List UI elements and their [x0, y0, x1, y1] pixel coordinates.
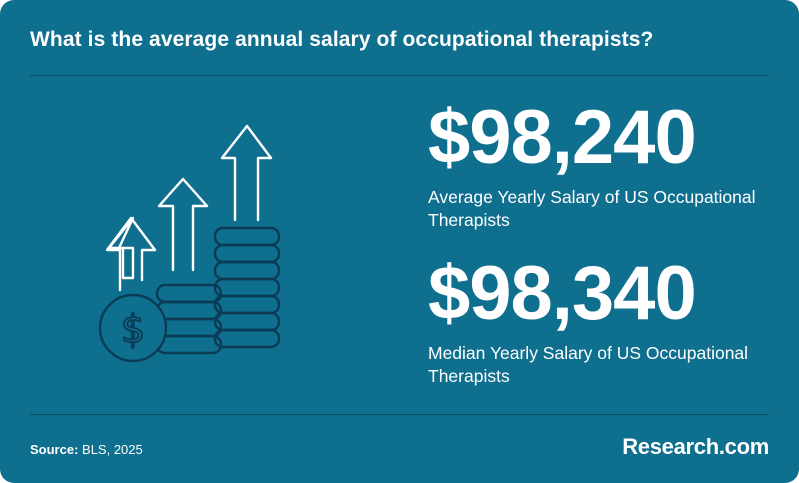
average-salary-label: Average Yearly Salary of US Occupational… [428, 187, 756, 230]
median-salary-stat: $98,340 Median Yearly Salary of US Occup… [428, 256, 788, 388]
bottom-divider [30, 414, 769, 415]
brand-logo[interactable]: Research.com [622, 434, 769, 459]
top-divider [30, 75, 769, 76]
rising-arrows-icon [107, 124, 273, 280]
source-label: Source: [30, 442, 79, 457]
dollar-sign-icon: $ [121, 307, 145, 351]
source-text: BLS, 2025 [78, 442, 143, 457]
median-salary-value: $98,340 [428, 251, 697, 336]
page-title: What is the average annual salary of occ… [30, 28, 654, 51]
median-salary-label: Median Yearly Salary of US Occupational … [428, 343, 749, 386]
coin-stack-icon [98, 226, 281, 363]
source-note: Source: BLS, 2025 [30, 442, 143, 457]
coins-with-rising-arrows-icon: $ [98, 124, 281, 363]
average-salary-stat: $98,240 Average Yearly Salary of US Occu… [428, 100, 788, 232]
average-salary-value: $98,240 [428, 95, 697, 180]
